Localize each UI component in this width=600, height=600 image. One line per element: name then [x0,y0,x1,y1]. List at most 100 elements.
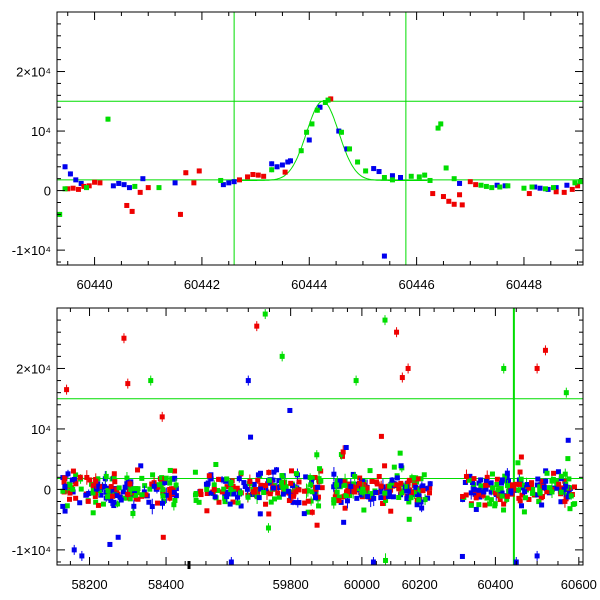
top-model-curve [228,100,428,181]
bottom-point-seg0 [109,493,115,499]
bottom-point-seg1 [204,508,210,514]
bottom-point-seg1 [287,407,293,413]
top-point-0-7 [126,185,132,191]
bottom-point-seg3 [499,477,505,483]
bottom-outlier-1 [121,335,127,341]
bottom-point-seg0 [111,503,117,509]
bottom-point-seg3 [459,553,465,559]
bottom-point-seg1 [279,480,285,486]
bottom-point-seg2 [336,494,342,500]
top-point-0-24 [381,253,387,259]
bottom-point-seg3 [518,476,524,482]
bottom-point-seg1 [263,501,269,507]
top-point-2-9 [304,129,310,135]
top-panel-frame [56,11,584,266]
bottom-outlier-10 [254,323,260,329]
bottom-point-seg2 [334,489,340,495]
bottom-point-seg2 [369,478,375,484]
bottom-point-seg2 [373,489,379,495]
top-point-2-3 [105,116,111,122]
top-point-1-3 [81,183,87,189]
bottom-point-seg3 [543,478,549,484]
top-point-0-34 [564,182,570,188]
bottom-point-seg1 [255,477,261,483]
bottom-point-seg2 [365,494,371,500]
bottom-point-seg0 [92,493,98,499]
top-point-1-6 [97,180,103,186]
bottom-y-tick-label: -1×10⁴ [12,543,51,558]
bottom-point-seg3 [549,478,555,484]
bottom-outlier-20 [563,390,569,396]
bottom-point-seg1 [261,490,267,496]
bottom-point-seg0 [118,497,124,503]
bottom-point-seg2 [382,490,388,496]
bottom-outlier-13 [382,317,388,323]
bottom-point-seg3 [516,487,522,493]
top-point-1-21 [328,96,334,102]
top-point-2-14 [338,129,344,135]
top-point-2-34 [529,184,535,190]
top-point-2-25 [438,121,444,127]
bottom-point-seg3 [489,471,495,477]
bottom-point-seg0 [108,484,114,490]
top-point-2-19 [389,177,395,183]
top-y-tick-label: 2×10⁴ [16,65,51,80]
bottom-point-seg2 [383,486,389,492]
bottom-point-seg1 [192,492,198,498]
bottom-point-seg1 [238,470,244,476]
bottom-point-seg2 [425,495,431,501]
bottom-x-tick-label: 59800 [273,577,309,592]
bottom-point-seg3 [572,501,578,507]
bottom-point-seg1 [319,485,325,491]
bottom-x-tick-label: 58200 [71,577,107,592]
bottom-point-seg1 [212,494,218,500]
bottom-point-seg2 [383,497,389,503]
bottom-point-seg3 [504,470,510,476]
bottom-point-seg0 [127,496,133,502]
bottom-point-seg3 [562,478,568,484]
top-point-1-11 [177,211,183,217]
bottom-point-seg0 [77,474,83,480]
bottom-point-seg2 [398,480,404,486]
bottom-point-seg3 [496,493,502,499]
bottom-point-seg0 [95,481,101,487]
bottom-point-seg0 [67,496,73,502]
bottom-point-seg1 [224,484,230,490]
bottom-point-seg1 [222,499,228,505]
bottom-point-seg0 [130,511,136,517]
top-point-0-12 [231,179,237,185]
bottom-point-seg1 [288,493,294,499]
bottom-point-seg2 [427,485,433,491]
top-point-0-13 [269,161,275,167]
bottom-point-seg3 [466,477,472,483]
top-point-2-26 [443,165,449,171]
bottom-point-seg3 [490,485,496,491]
bottom-point-seg3 [504,483,510,489]
bottom-point-seg1 [238,490,244,496]
bottom-point-seg3 [504,493,510,499]
bottom-point-seg0 [100,501,106,507]
bottom-point-seg1 [302,500,308,506]
bottom-point-seg3 [467,473,473,479]
bottom-outlier-7 [245,378,251,384]
bottom-point-seg0 [60,503,66,509]
bottom-point-seg3 [476,487,482,493]
bottom-outlier-3 [148,378,154,384]
bottom-point-seg0 [84,474,90,480]
top-point-0-20 [336,128,342,134]
bottom-point-seg3 [566,476,572,482]
top-point-1-13 [191,180,197,186]
bottom-point-seg3 [501,507,507,513]
bottom-point-seg0 [73,495,79,501]
bottom-point-seg2 [398,463,404,469]
bottom-point-seg2 [383,557,389,563]
top-point-1-8 [129,208,135,214]
bottom-point-seg0 [162,480,168,486]
bottom-point-seg0 [111,471,117,477]
top-point-1-5 [92,179,98,185]
bottom-point-seg2 [406,477,412,483]
bottom-point-seg3 [515,460,521,466]
bottom-panel: 58200 58400 59800 60000 60200 60400 60600 -1×10… [12,307,597,592]
bottom-point-seg0 [167,467,173,473]
top-point-1-0 [65,186,71,192]
